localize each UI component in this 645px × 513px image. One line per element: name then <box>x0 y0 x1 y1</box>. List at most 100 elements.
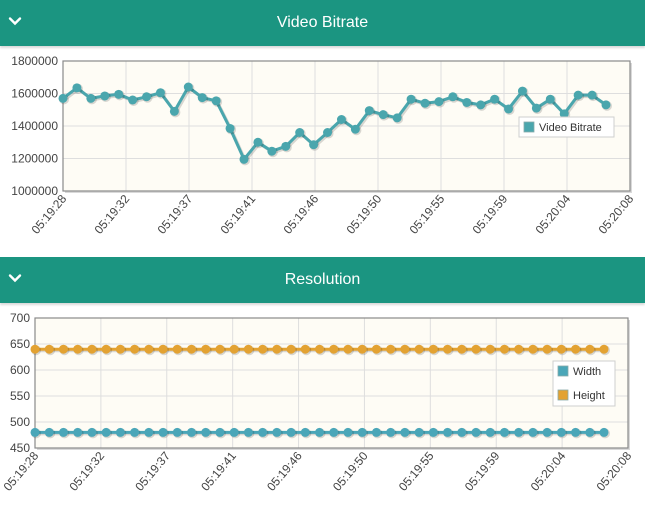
data-point <box>300 427 310 437</box>
data-point <box>253 137 263 147</box>
data-point <box>87 427 97 437</box>
x-tick-label: 05:19:32 <box>66 449 107 494</box>
y-tick-label: 1600000 <box>11 87 58 101</box>
data-point <box>392 113 402 123</box>
data-point <box>531 103 541 113</box>
data-point <box>215 344 225 354</box>
data-point <box>30 427 40 437</box>
data-point <box>499 427 509 437</box>
x-tick-label: 05:19:59 <box>462 449 503 494</box>
data-point <box>457 344 467 354</box>
data-point <box>101 427 111 437</box>
x-tick-label: 05:20:08 <box>596 192 637 237</box>
data-point <box>329 344 339 354</box>
legend-label: Width <box>573 366 601 378</box>
data-point <box>225 123 235 133</box>
data-point <box>101 344 111 354</box>
data-point <box>336 115 346 124</box>
data-point <box>309 140 319 150</box>
data-point <box>243 344 253 354</box>
data-point <box>357 344 367 354</box>
data-point <box>158 427 168 437</box>
legend-swatch <box>557 389 569 401</box>
x-tick-label: 05:19:55 <box>407 192 448 237</box>
data-point <box>599 427 609 437</box>
data-point <box>201 427 211 437</box>
data-point <box>258 427 268 437</box>
data-point <box>364 106 374 116</box>
x-tick-label: 05:20:04 <box>533 192 574 237</box>
legend-label: Height <box>573 390 605 402</box>
data-point <box>343 344 353 354</box>
x-tick-label: 05:19:37 <box>155 192 196 237</box>
video-bitrate-panel-header: Video Bitrate <box>0 0 645 46</box>
data-point <box>201 344 211 354</box>
chevron-down-icon[interactable] <box>8 271 22 285</box>
data-point <box>601 100 611 110</box>
data-point <box>517 86 527 96</box>
data-point <box>58 93 68 103</box>
data-point <box>172 344 182 354</box>
data-point <box>499 344 509 354</box>
chevron-down-icon[interactable] <box>8 14 22 28</box>
data-point <box>215 427 225 437</box>
x-tick-label: 05:19:41 <box>198 449 239 494</box>
data-point <box>315 427 324 437</box>
legend-swatch <box>557 365 569 377</box>
data-point <box>485 344 495 354</box>
data-point <box>130 427 140 437</box>
data-point <box>400 344 410 354</box>
data-point <box>357 427 367 437</box>
data-point <box>386 344 396 354</box>
data-point <box>528 344 538 354</box>
data-point <box>115 427 125 437</box>
data-point <box>115 344 125 354</box>
data-point <box>128 95 138 105</box>
data-point <box>58 427 68 437</box>
data-point <box>545 94 555 104</box>
data-point <box>281 141 291 151</box>
video-bitrate-chart: 1800000160000014000001200000100000005:19… <box>11 54 637 237</box>
plot-border <box>34 317 629 449</box>
data-point <box>258 344 268 354</box>
resolution-panel-header: Resolution <box>0 257 645 303</box>
data-point <box>599 344 609 354</box>
y-tick-label: 1200000 <box>11 152 58 166</box>
data-point <box>155 88 165 98</box>
x-tick-label: 05:19:32 <box>92 192 133 237</box>
data-point <box>490 94 500 104</box>
data-point <box>142 92 152 102</box>
x-tick-label: 05:20:08 <box>594 449 635 494</box>
data-point <box>471 427 481 437</box>
data-point <box>158 344 168 354</box>
data-point <box>243 427 253 437</box>
y-tick-label: 700 <box>10 311 30 325</box>
data-point <box>144 427 154 437</box>
data-point <box>371 344 381 354</box>
data-point <box>428 344 438 354</box>
data-point <box>556 427 566 437</box>
series-line <box>62 85 607 161</box>
y-tick-label: 650 <box>10 337 30 351</box>
y-tick-label: 1000000 <box>11 184 58 198</box>
data-point <box>211 96 221 106</box>
data-point <box>406 94 416 104</box>
legend-box <box>518 116 615 138</box>
data-point <box>471 344 481 354</box>
data-point <box>229 344 239 354</box>
data-point <box>183 82 193 92</box>
data-point <box>414 427 424 437</box>
data-point <box>542 427 552 437</box>
data-point <box>434 97 444 107</box>
legend-label: Video Bitrate <box>539 122 602 134</box>
x-tick-label: 05:19:59 <box>470 192 511 237</box>
data-point <box>86 93 96 103</box>
x-tick-label: 05:19:28 <box>1 449 42 494</box>
data-point <box>73 344 83 354</box>
data-point <box>542 344 552 354</box>
data-point <box>414 344 424 354</box>
data-point <box>44 427 54 437</box>
data-point <box>114 89 124 99</box>
y-tick-label: 450 <box>10 441 30 455</box>
